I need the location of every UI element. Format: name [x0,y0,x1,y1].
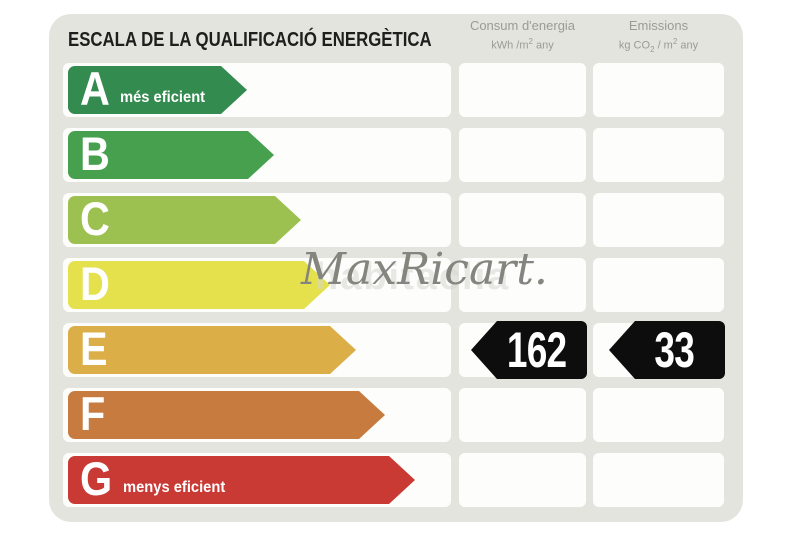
rating-row-f: F [49,388,743,442]
bar-track: B [63,128,451,182]
emissions-cell [593,193,724,247]
consum-column-header: Consum d'energia kWh /m2 any [459,18,586,54]
rating-letter: A [80,62,110,115]
rating-bar-b: B [68,131,274,179]
emissions-cell: 33 [593,321,725,379]
emissions-cell [593,63,724,117]
consum-value-tag: 162 [471,321,587,379]
emissions-header-unit: kg CO2 / m2 any [618,37,699,54]
rating-row-e: E 162 33 [49,321,743,379]
rating-bar-f: F [68,391,385,439]
consum-header-unit: kWh /m2 any [491,37,554,52]
watermark-primary: MaxRicart. [301,244,548,295]
rating-row-g: G menys eficient [49,453,743,507]
emissions-header-line1: Emissions [628,18,689,33]
emissions-column-header: Emissions kg CO2 / m2 any [593,18,724,58]
rating-row-d: D [49,258,743,312]
rating-letter: C [80,192,110,245]
rating-row-a: A més eficient [49,63,743,117]
rating-bar-e: E [68,326,356,374]
rating-bar-a: A més eficient [68,66,247,114]
emissions-cell [593,258,724,312]
consum-cell [459,63,586,117]
rating-bar-g: G menys eficient [68,456,415,504]
bar-track: D [63,258,451,312]
consum-cell [459,453,586,507]
rating-bar-d: D [68,261,330,309]
emissions-cell [593,128,724,182]
rating-label: menys eficient [122,479,225,496]
rating-row-b: B [49,128,743,182]
bar-track: C [63,193,451,247]
rating-row-c: C [49,193,743,247]
rating-letter: D [80,257,110,310]
consum-cell: 162 [459,321,587,379]
consum-cell [459,258,586,312]
energy-certificate-card: ESCALA DE LA QUALIFICACIÓ ENERGÈTICA Con… [49,14,743,522]
rating-letter: G [80,452,113,505]
rating-letter: E [80,322,108,375]
emissions-cell [593,388,724,442]
emissions-cell [593,453,724,507]
consum-cell [459,128,586,182]
rating-letter: F [80,387,106,440]
watermark-secondary: habitaclia [315,256,511,298]
bar-track: E [63,323,451,377]
consum-value: 162 [506,322,567,378]
consum-header-line1: Consum d'energia [469,18,576,33]
consum-cell [459,193,586,247]
emissions-value: 33 [654,322,695,378]
rating-letter: B [80,127,110,180]
bar-track: A més eficient [63,63,451,117]
rating-bar-c: C [68,196,301,244]
consum-cell [459,388,586,442]
bar-track: F [63,388,451,442]
emissions-value-tag: 33 [609,321,725,379]
bar-track: G menys eficient [63,453,451,507]
rating-label: més eficient [119,89,206,106]
scale-title: ESCALA DE LA QUALIFICACIÓ ENERGÈTICA [68,29,432,51]
